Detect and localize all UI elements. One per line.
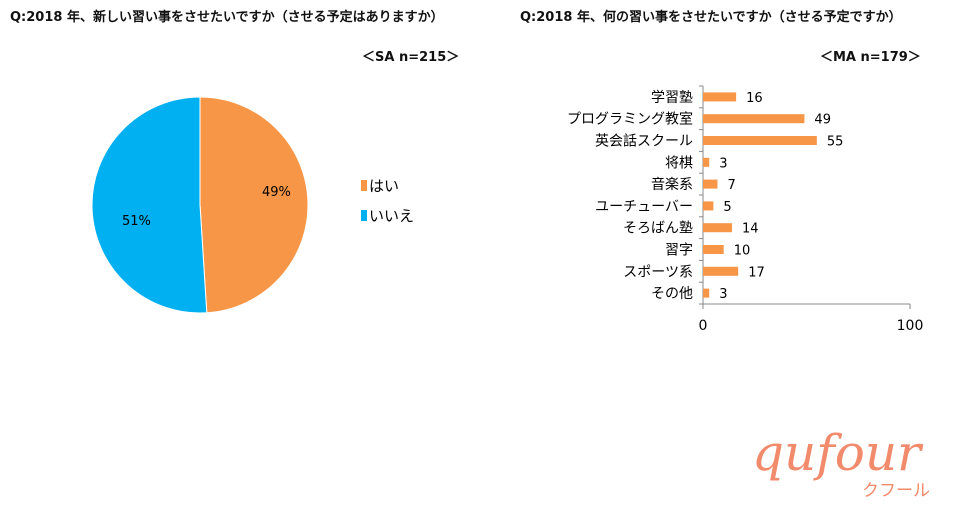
bar-value-label: 49 xyxy=(814,113,831,128)
category-label: スポーツ系 xyxy=(623,264,693,280)
bar-value-label: 3 xyxy=(719,156,727,171)
category-label: ユーチューバー xyxy=(595,199,693,215)
bar xyxy=(703,157,710,167)
category-label: 学習塾 xyxy=(651,90,693,106)
x-tick-label: 100 xyxy=(897,318,924,334)
legend-label: いいえ xyxy=(369,207,414,225)
legend-swatch xyxy=(361,210,367,221)
legend-swatch xyxy=(361,180,367,191)
pie-slice-yes xyxy=(199,96,309,314)
bar xyxy=(703,201,714,211)
category-label: そろばん塾 xyxy=(623,221,693,237)
x-tick-label: 0 xyxy=(699,318,708,334)
bar-value-label: 55 xyxy=(827,135,844,150)
bar xyxy=(703,223,732,233)
bar xyxy=(703,245,724,254)
bar-value-label: 10 xyxy=(734,244,751,259)
pie-data-label: 51% xyxy=(122,214,151,229)
category-label: 習字 xyxy=(665,243,693,259)
bar xyxy=(703,179,718,189)
bar-value-label: 3 xyxy=(719,287,727,302)
pie-chart-sample-size: ＜SA n=215＞ xyxy=(362,50,460,65)
logo-text: qufour xyxy=(752,424,924,482)
bar xyxy=(703,92,737,102)
pie-data-label: 49% xyxy=(262,185,291,200)
bar-value-label: 16 xyxy=(746,91,763,106)
category-label: 英会話スクール xyxy=(595,133,693,150)
category-label: 将棋 xyxy=(665,155,693,171)
bar-value-label: 5 xyxy=(723,200,731,215)
bar xyxy=(703,114,805,124)
bar-value-label: 14 xyxy=(742,222,759,237)
pie-chart-question: Q:2018 年、新しい習い事をさせたいですか（させる予定はありますか） xyxy=(10,10,444,25)
bar xyxy=(703,288,710,298)
category-label: 音楽系 xyxy=(651,176,693,193)
logo-subtext: クフール xyxy=(862,481,930,501)
bar xyxy=(703,266,739,276)
bar xyxy=(703,136,817,145)
bar-chart-sample-size: ＜MA n=179＞ xyxy=(820,50,921,65)
bar-value-label: 7 xyxy=(727,178,735,193)
category-label: プログラミング教室 xyxy=(567,111,693,128)
bar-value-label: 17 xyxy=(748,265,765,280)
category-label: その他 xyxy=(651,286,693,302)
bar-chart-question: Q:2018 年、何の習い事をさせたいですか（させる予定ですか） xyxy=(520,10,902,25)
legend-label: はい xyxy=(369,177,399,195)
pie-slice-no xyxy=(91,96,208,314)
